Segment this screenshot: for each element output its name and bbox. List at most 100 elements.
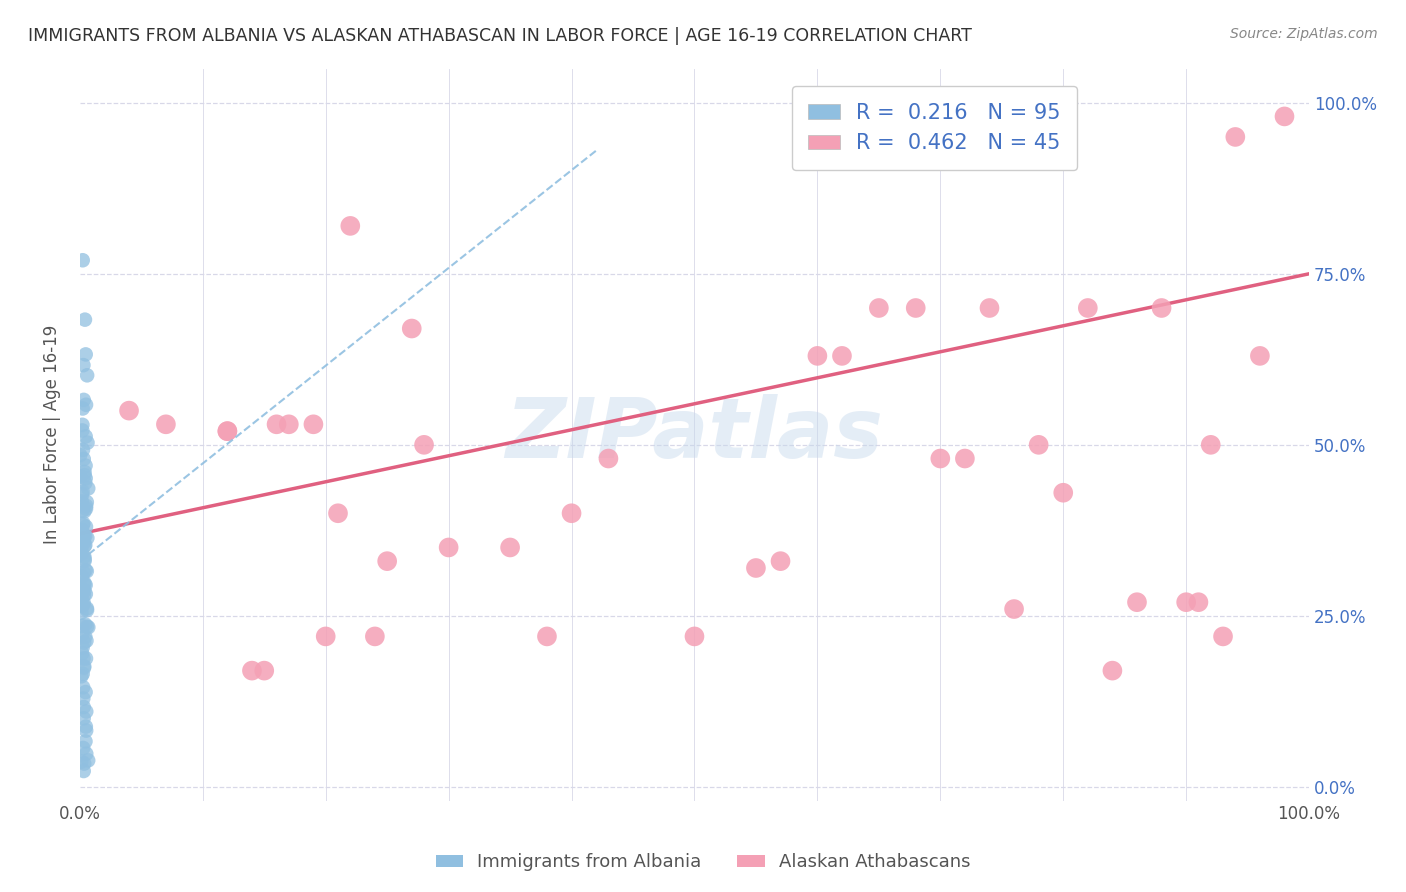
Point — [437, 541, 460, 555]
Point — [72, 484, 94, 499]
Point — [745, 561, 768, 575]
Point — [75, 538, 97, 552]
Point — [1199, 438, 1222, 452]
Point — [73, 575, 96, 590]
Text: IMMIGRANTS FROM ALBANIA VS ALASKAN ATHABASCAN IN LABOR FORCE | AGE 16-19 CORRELA: IMMIGRANTS FROM ALBANIA VS ALASKAN ATHAB… — [28, 27, 972, 45]
Point — [598, 451, 620, 466]
Point — [76, 601, 98, 615]
Point — [73, 528, 96, 542]
Point — [75, 720, 97, 734]
Point — [73, 578, 96, 592]
Point — [75, 398, 97, 412]
Point — [72, 666, 94, 681]
Point — [73, 661, 96, 675]
Point — [72, 566, 94, 580]
Point — [72, 598, 94, 612]
Point — [72, 741, 94, 756]
Point — [72, 253, 94, 268]
Point — [73, 465, 96, 479]
Point — [72, 584, 94, 599]
Point — [70, 569, 93, 583]
Point — [70, 494, 93, 508]
Point — [70, 646, 93, 660]
Text: Source: ZipAtlas.com: Source: ZipAtlas.com — [1230, 27, 1378, 41]
Point — [70, 755, 93, 769]
Point — [72, 442, 94, 457]
Point — [1150, 301, 1173, 315]
Point — [73, 539, 96, 553]
Point — [77, 482, 100, 496]
Point — [70, 504, 93, 518]
Text: ZIPatlas: ZIPatlas — [506, 394, 883, 475]
Point — [72, 680, 94, 694]
Point — [929, 451, 952, 466]
Point — [76, 495, 98, 509]
Point — [1274, 110, 1296, 124]
Point — [1002, 602, 1025, 616]
Point — [375, 554, 398, 568]
Point — [70, 487, 93, 501]
Point — [1175, 595, 1198, 609]
Point — [217, 424, 239, 438]
Point — [73, 552, 96, 566]
Point — [561, 506, 583, 520]
Point — [75, 458, 97, 473]
Point — [904, 301, 927, 315]
Point — [1052, 485, 1074, 500]
Point — [76, 435, 98, 450]
Point — [75, 633, 97, 648]
Point — [70, 606, 93, 620]
Point — [72, 417, 94, 432]
Point — [217, 424, 239, 438]
Point — [75, 499, 97, 513]
Point — [979, 301, 1001, 315]
Point — [73, 504, 96, 518]
Point — [155, 417, 177, 432]
Point — [302, 417, 325, 432]
Point — [75, 529, 97, 543]
Point — [1212, 629, 1234, 643]
Point — [339, 219, 361, 233]
Point — [72, 691, 94, 706]
Point — [73, 312, 96, 326]
Point — [1187, 595, 1209, 609]
Point — [253, 664, 276, 678]
Point — [72, 401, 94, 416]
Point — [401, 321, 423, 335]
Point — [1225, 130, 1247, 145]
Point — [73, 531, 96, 545]
Point — [76, 603, 98, 617]
Point — [70, 524, 93, 538]
Point — [75, 685, 97, 699]
Y-axis label: In Labor Force | Age 16-19: In Labor Force | Age 16-19 — [44, 325, 60, 544]
Point — [70, 591, 93, 606]
Point — [315, 629, 337, 643]
Point — [364, 629, 387, 643]
Point — [831, 349, 853, 363]
Point — [1126, 595, 1149, 609]
Point — [73, 535, 96, 549]
Point — [70, 627, 93, 641]
Point — [73, 635, 96, 649]
Point — [75, 617, 97, 632]
Point — [73, 764, 96, 778]
Point — [73, 756, 96, 771]
Point — [73, 659, 96, 673]
Point — [73, 392, 96, 407]
Point — [75, 734, 97, 748]
Point — [72, 619, 94, 633]
Point — [277, 417, 299, 432]
Point — [77, 753, 100, 767]
Point — [69, 470, 91, 484]
Point — [73, 588, 96, 602]
Point — [75, 747, 97, 761]
Point — [73, 549, 96, 564]
Point — [75, 429, 97, 443]
Point — [536, 629, 558, 643]
Point — [76, 620, 98, 634]
Point — [75, 475, 97, 490]
Point — [413, 438, 436, 452]
Point — [73, 596, 96, 610]
Point — [75, 563, 97, 577]
Point — [70, 669, 93, 683]
